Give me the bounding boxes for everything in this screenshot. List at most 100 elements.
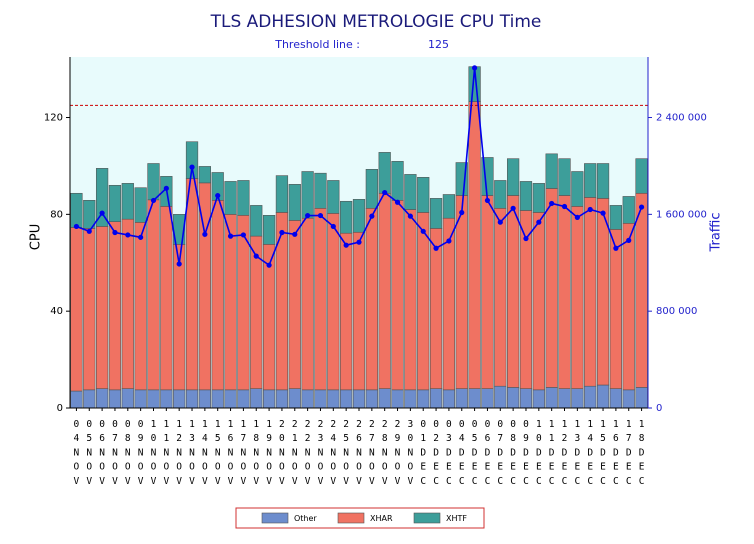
bar (211, 172, 224, 201)
bar (262, 215, 276, 245)
legend-label: XHAR (370, 514, 393, 523)
x-tick-label: 17DEC (623, 419, 634, 490)
x-tick-label: 11NOV (161, 419, 172, 490)
traffic-point (574, 214, 580, 220)
bar (95, 168, 109, 227)
x-tick-label: 13NOV (187, 419, 198, 490)
bar (108, 389, 122, 409)
bar (622, 196, 635, 224)
bar (275, 175, 289, 213)
bar (365, 389, 378, 409)
bar (327, 180, 340, 214)
bar (507, 195, 520, 388)
x-tick-label: 23NOV (315, 419, 326, 490)
x-tick-label: 29NOV (392, 419, 403, 490)
bar (429, 198, 443, 229)
bar (185, 389, 199, 409)
bar (198, 166, 211, 184)
bar (352, 231, 366, 391)
bar (391, 389, 404, 409)
traffic-point (420, 228, 426, 234)
x-tick-label: 06NOV (97, 419, 108, 490)
x-tick-label: 16DEC (610, 419, 621, 490)
bar (571, 171, 584, 207)
bar (519, 181, 533, 211)
x-tick-label: 10DEC (533, 419, 544, 490)
legend-swatch (261, 512, 289, 524)
bar (532, 212, 545, 391)
traffic-point (407, 213, 413, 219)
x-tick-label: 25NOV (341, 419, 352, 490)
traffic-point (99, 210, 105, 216)
bar (121, 183, 134, 220)
bar (314, 172, 327, 209)
bar (301, 389, 314, 409)
bar (378, 192, 391, 389)
x-tick-label: 09DEC (520, 419, 531, 490)
traffic-point (484, 197, 491, 204)
bar (365, 169, 378, 209)
x-tick-label: 02DEC (431, 419, 442, 490)
x-tick-label: 07DEC (495, 419, 506, 490)
y-axis-label: CPU (29, 224, 44, 250)
bar (494, 385, 507, 409)
x-tick-label: 04NOV (71, 419, 82, 490)
traffic-point (446, 238, 452, 244)
traffic-point (369, 213, 375, 219)
x-tick-label: 26NOV (354, 419, 365, 490)
traffic-point (125, 232, 131, 238)
x-tick-label: 28NOV (379, 419, 390, 490)
traffic-point (266, 262, 272, 268)
bar (596, 384, 610, 409)
bar (275, 212, 289, 391)
bar (327, 213, 340, 391)
bar (160, 389, 173, 409)
x-tick-label: 15DEC (598, 419, 609, 490)
bar (365, 207, 378, 391)
traffic-point (215, 192, 221, 199)
x-tick-label: 09NOV (135, 419, 146, 490)
traffic-point (73, 223, 80, 230)
bar (173, 389, 186, 409)
x-tick-label: 22NOV (302, 419, 313, 490)
bar (635, 387, 648, 409)
bar (404, 209, 417, 391)
bar (429, 388, 443, 409)
y-tick-label: 120 (44, 113, 63, 124)
bar (417, 212, 430, 391)
bar (532, 389, 545, 409)
traffic-point (279, 229, 285, 236)
bar (442, 389, 456, 409)
x-tick-label: 08NOV (122, 419, 133, 490)
traffic-point (587, 206, 593, 213)
x-tick-label: 06DEC (482, 419, 493, 490)
bar (378, 388, 391, 409)
x-tick-label: 11DEC (546, 419, 557, 490)
bar (147, 199, 160, 391)
traffic-point (202, 231, 208, 237)
traffic-point (497, 219, 503, 225)
traffic-point (561, 203, 568, 210)
x-tick-label: 27NOV (366, 419, 377, 490)
bar (70, 227, 83, 392)
legend-swatch (337, 512, 365, 524)
y2-tick-label: 800 000 (656, 306, 697, 317)
bar (95, 226, 109, 389)
x-tick-label: 15NOV (212, 419, 223, 490)
traffic-point (523, 235, 529, 242)
traffic-point (317, 212, 324, 219)
x-tick-label: 03DEC (443, 419, 454, 490)
bar (558, 195, 571, 389)
traffic-point (86, 228, 92, 234)
bar (545, 188, 558, 388)
bar (391, 161, 404, 201)
bar (352, 199, 366, 233)
bar (147, 163, 160, 201)
traffic-point (382, 189, 388, 196)
bar (468, 388, 481, 409)
traffic-point (343, 242, 349, 248)
y2-axis-label: Traffic (709, 212, 724, 252)
bar (494, 207, 507, 387)
bar (404, 389, 417, 409)
